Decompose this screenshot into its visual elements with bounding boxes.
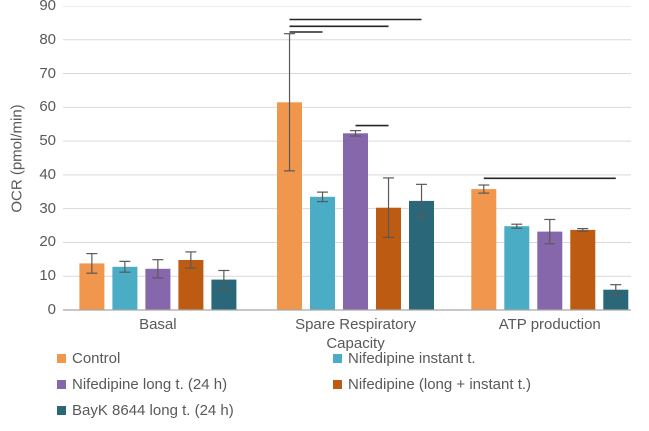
bar-1-2 [504,226,530,310]
y-tick-label: 30 [39,199,56,217]
error-bar-4-1 [416,183,428,219]
error-bar-1-1 [317,191,329,203]
bar-3-2 [570,229,596,310]
error-bar-2-0 [152,259,164,279]
bar-1-1 [310,196,335,310]
legend-item-nifedipine-instant: Nifedipine instant t. [333,349,531,368]
legend-item-nifedipine-long-instant: Nifedipine (long + instant t.) [333,375,531,394]
legend-label: Control [72,350,121,367]
y-tick-label: 10 [39,267,56,285]
y-tick-label: 50 [39,132,56,150]
control-swatch-icon [57,354,66,363]
x-category-label-atp-production: ATP production [498,316,601,333]
legend-label: Nifedipine instant t. [348,350,476,367]
legend-label: BayK 8644 long t. (24 h) [72,402,234,419]
bar-0-2 [471,189,497,310]
y-tick-label: 70 [39,64,56,82]
legend-item-bayk-8644-long: BayK 8644 long t. (24 h) [57,401,333,420]
plot-area [63,6,631,311]
y-tick-label: 20 [39,233,56,251]
error-bar-3-2 [577,227,589,232]
nifedipine-instant-swatch-icon [333,354,342,363]
error-bar-1-0 [119,260,131,273]
x-category-label-basal: Basal [139,316,177,333]
legend: Control Nifedipine instant t. Nifedipine… [57,349,531,420]
error-bar-3-0 [185,251,197,269]
error-bar-0-1 [284,33,296,172]
error-bar-2-1 [350,130,362,137]
y-tick-label: 90 [39,0,56,14]
legend-label: Nifedipine long t. (24 h) [72,376,228,393]
x-category-label-spare-respiratory-capacity: Spare Respiratory Capacity [295,316,416,352]
legend-label: Nifedipine (long + instant t.) [348,376,532,393]
error-bar-4-0 [218,269,230,290]
bayk-8644-swatch-icon [57,406,66,415]
y-tick-label: 60 [39,98,56,116]
bar-4-1 [409,200,434,310]
bar-2-2 [537,231,563,310]
error-bar-2-2 [544,218,556,245]
bar-2-1 [343,133,368,310]
error-bar-1-2 [511,223,523,229]
nifedipine-long-swatch-icon [57,380,66,389]
error-bar-4-2 [610,284,622,296]
y-tick-label: 80 [39,30,56,48]
error-bar-0-0 [86,252,98,274]
legend-item-nifedipine-long: Nifedipine long t. (24 h) [57,375,333,394]
bar-4-2 [603,289,629,310]
y-tick-label: 40 [39,165,56,183]
legend-item-control: Control [57,349,333,368]
y-tick-label: 0 [47,301,56,318]
bar-1-0 [112,266,138,310]
nifedipine-long-instant-swatch-icon [333,380,342,389]
error-bar-3-1 [383,177,395,238]
error-bar-0-2 [478,184,490,194]
